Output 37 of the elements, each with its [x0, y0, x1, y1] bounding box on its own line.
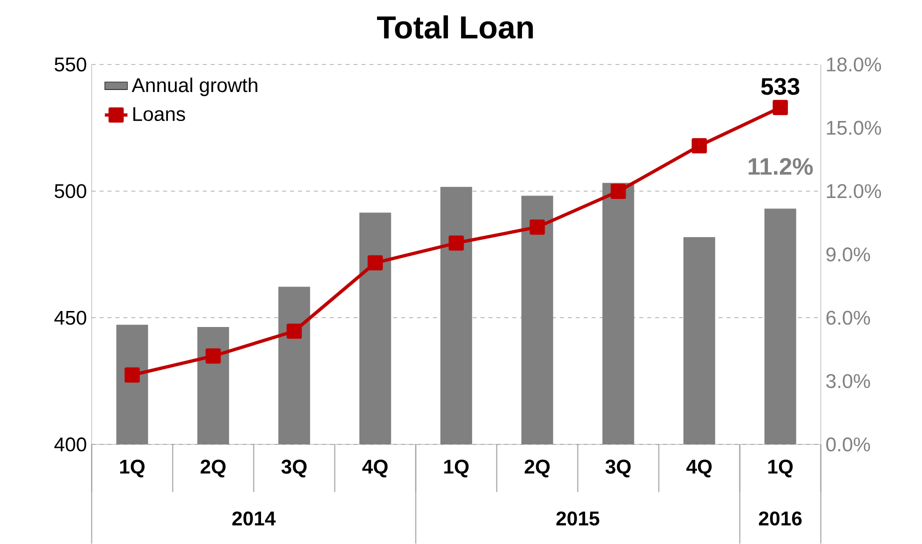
- x-tick-label: 1Q: [444, 460, 469, 478]
- y-tick-label: 400: [54, 438, 86, 452]
- point: [772, 100, 788, 116]
- y2-tick-label: 18.0%: [826, 58, 882, 72]
- point: [530, 220, 545, 235]
- x-tick-label: 4Q: [362, 460, 388, 478]
- y-tick-label: 500: [54, 184, 86, 198]
- legend-label: Loans: [133, 107, 186, 122]
- point: [368, 255, 383, 271]
- point: [692, 138, 707, 154]
- y2-tick-label: 15.0%: [826, 120, 882, 135]
- y2-tick-label: 3.0%: [826, 374, 870, 388]
- point: [206, 348, 221, 364]
- data-label: 533: [761, 78, 800, 96]
- x-tick-label: 3Q: [281, 460, 307, 478]
- x-tick-label: 1Q: [120, 460, 145, 478]
- y2-tick-label: 0.0%: [826, 438, 870, 452]
- chart-title: Total Loan: [377, 16, 533, 39]
- text: 2014: [232, 512, 276, 526]
- point: [124, 368, 140, 383]
- legend-label: Annual growth: [132, 78, 258, 96]
- point: [286, 324, 302, 339]
- text: 2015: [556, 512, 600, 526]
- x-tick-label: 1Q: [768, 460, 793, 478]
- x-tick-label: 3Q: [605, 460, 631, 478]
- text: 2016: [758, 512, 802, 526]
- data-label: 11.2%: [748, 158, 813, 176]
- point: [610, 184, 626, 200]
- y2-tick-label: 12.0%: [826, 184, 882, 198]
- y2-tick-label: 6.0%: [826, 310, 870, 325]
- y-tick-label: 550: [54, 58, 86, 72]
- point: [448, 236, 464, 251]
- y2-tick-label: 9.0%: [826, 248, 870, 262]
- x-tick-label: 2Q: [200, 460, 226, 478]
- y-tick-label: 450: [54, 310, 86, 325]
- x-tick-label: 2Q: [524, 460, 550, 478]
- x-tick-label: 4Q: [686, 460, 712, 478]
